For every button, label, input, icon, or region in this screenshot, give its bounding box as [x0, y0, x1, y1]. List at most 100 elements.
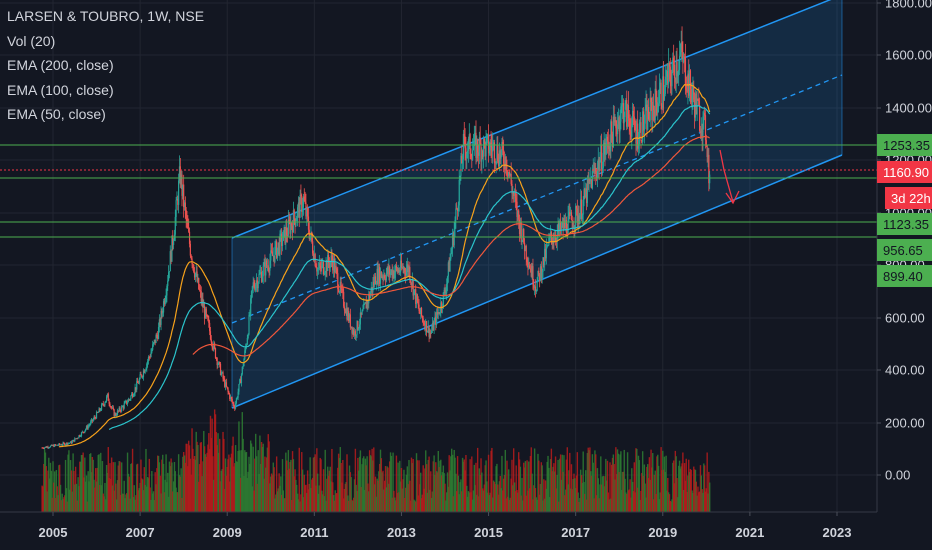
- volume-bar: [288, 468, 290, 512]
- candle-body: [384, 275, 386, 279]
- volume-bar: [234, 445, 237, 512]
- volume-bar: [628, 489, 630, 512]
- candle-body: [531, 266, 533, 277]
- volume-bar: [455, 473, 457, 512]
- volume-bar: [290, 459, 292, 512]
- candle-body: [458, 179, 460, 206]
- volume-bar: [680, 466, 682, 512]
- volume-bar: [549, 497, 551, 512]
- candle-body: [586, 179, 588, 204]
- candle-body: [93, 417, 95, 420]
- candle-body: [472, 146, 475, 151]
- volume-bar: [657, 454, 659, 512]
- candle-body: [363, 303, 366, 305]
- candle-body: [245, 346, 247, 351]
- volume-bar: [99, 485, 101, 512]
- volume-bar: [536, 499, 538, 512]
- candle-body: [162, 312, 164, 314]
- volume-bar: [244, 450, 246, 512]
- candle-body: [265, 260, 268, 267]
- volume-bar: [407, 484, 409, 512]
- candle-body: [641, 140, 643, 142]
- candle-body: [601, 167, 604, 171]
- volume-bar: [143, 467, 145, 512]
- y-tick-label: 1800.00: [885, 0, 932, 11]
- candle-body: [197, 278, 199, 282]
- volume-bar: [700, 475, 703, 512]
- regression-channel[interactable]: [231, 0, 843, 409]
- legend-ema200[interactable]: EMA (200, close): [7, 57, 114, 73]
- candle-body: [270, 250, 272, 261]
- candle-body: [121, 406, 124, 408]
- volume-bar: [403, 469, 405, 512]
- price-axis[interactable]: 1800.001600.001400.001200.001000.00800.0…: [876, 0, 932, 512]
- tag-1123-bg: [877, 213, 932, 235]
- volume-bar: [189, 458, 192, 512]
- time-axis[interactable]: 2005 2007 2009 2011 2013 2015 2017 2019 2021 2023: [0, 511, 932, 550]
- candle-body: [611, 121, 613, 135]
- candle-body: [282, 230, 284, 241]
- candle-body: [452, 234, 454, 246]
- candle-body: [227, 388, 229, 392]
- candle-body: [689, 70, 692, 90]
- volume-bar: [430, 497, 433, 512]
- volume-bar: [48, 478, 51, 512]
- volume-bar: [409, 480, 411, 512]
- volume-bar: [605, 480, 608, 512]
- volume-bar: [546, 461, 548, 512]
- candle-body: [667, 71, 669, 84]
- volume-bar: [480, 458, 482, 512]
- horizontal-levels[interactable]: [0, 144, 877, 238]
- legend-ema100[interactable]: EMA (100, close): [7, 81, 114, 98]
- symbol-title[interactable]: LARSEN & TOUBRO, 1W, NSE: [7, 8, 205, 24]
- candle-body: [656, 102, 658, 113]
- candle-body: [420, 307, 423, 317]
- arrow-head: [725, 190, 740, 205]
- volume-bar: [443, 473, 445, 512]
- candle-body: [167, 280, 169, 287]
- volume-bar: [432, 461, 434, 512]
- candle-body: [493, 142, 496, 163]
- candle-body: [259, 273, 261, 275]
- volume-bar: [696, 495, 698, 512]
- legend-ema50[interactable]: EMA (50, close): [7, 106, 106, 122]
- candle-body: [163, 301, 166, 305]
- volume-bar: [108, 477, 110, 512]
- candle-body: [143, 370, 145, 373]
- volume-bar: [275, 456, 278, 512]
- volume-bar: [316, 448, 318, 512]
- volume-bar: [597, 478, 599, 512]
- candle-body: [386, 267, 388, 274]
- candle-body: [688, 70, 691, 96]
- candle-body: [142, 376, 144, 378]
- volume-bar: [191, 428, 193, 512]
- candle-body: [709, 174, 711, 184]
- volume-bar: [60, 500, 63, 512]
- volume-bar: [200, 442, 202, 512]
- volume-bar: [147, 478, 150, 512]
- volume-bar: [73, 471, 75, 512]
- volume-bar: [201, 476, 203, 512]
- candle-body: [432, 322, 434, 331]
- volume-bar: [615, 447, 617, 512]
- candle-body: [396, 268, 398, 273]
- legend-volume[interactable]: Vol (20): [7, 32, 56, 49]
- candle-body: [410, 280, 412, 283]
- volume-bar: [509, 497, 512, 512]
- candle-body: [231, 399, 233, 403]
- volume-bar: [124, 498, 126, 512]
- candle-body: [682, 52, 684, 63]
- volume-bar: [437, 450, 439, 512]
- volume-bar: [256, 483, 259, 512]
- volume-bar: [688, 459, 690, 512]
- volume-bar: [351, 499, 353, 512]
- candle-body: [146, 363, 148, 369]
- volume-bar: [248, 456, 250, 512]
- candle-body: [507, 170, 509, 176]
- candle-body: [161, 310, 163, 314]
- volume-bar: [461, 457, 464, 512]
- volume-bar: [467, 491, 470, 512]
- candle-body: [297, 202, 300, 208]
- volume-bar: [559, 458, 561, 512]
